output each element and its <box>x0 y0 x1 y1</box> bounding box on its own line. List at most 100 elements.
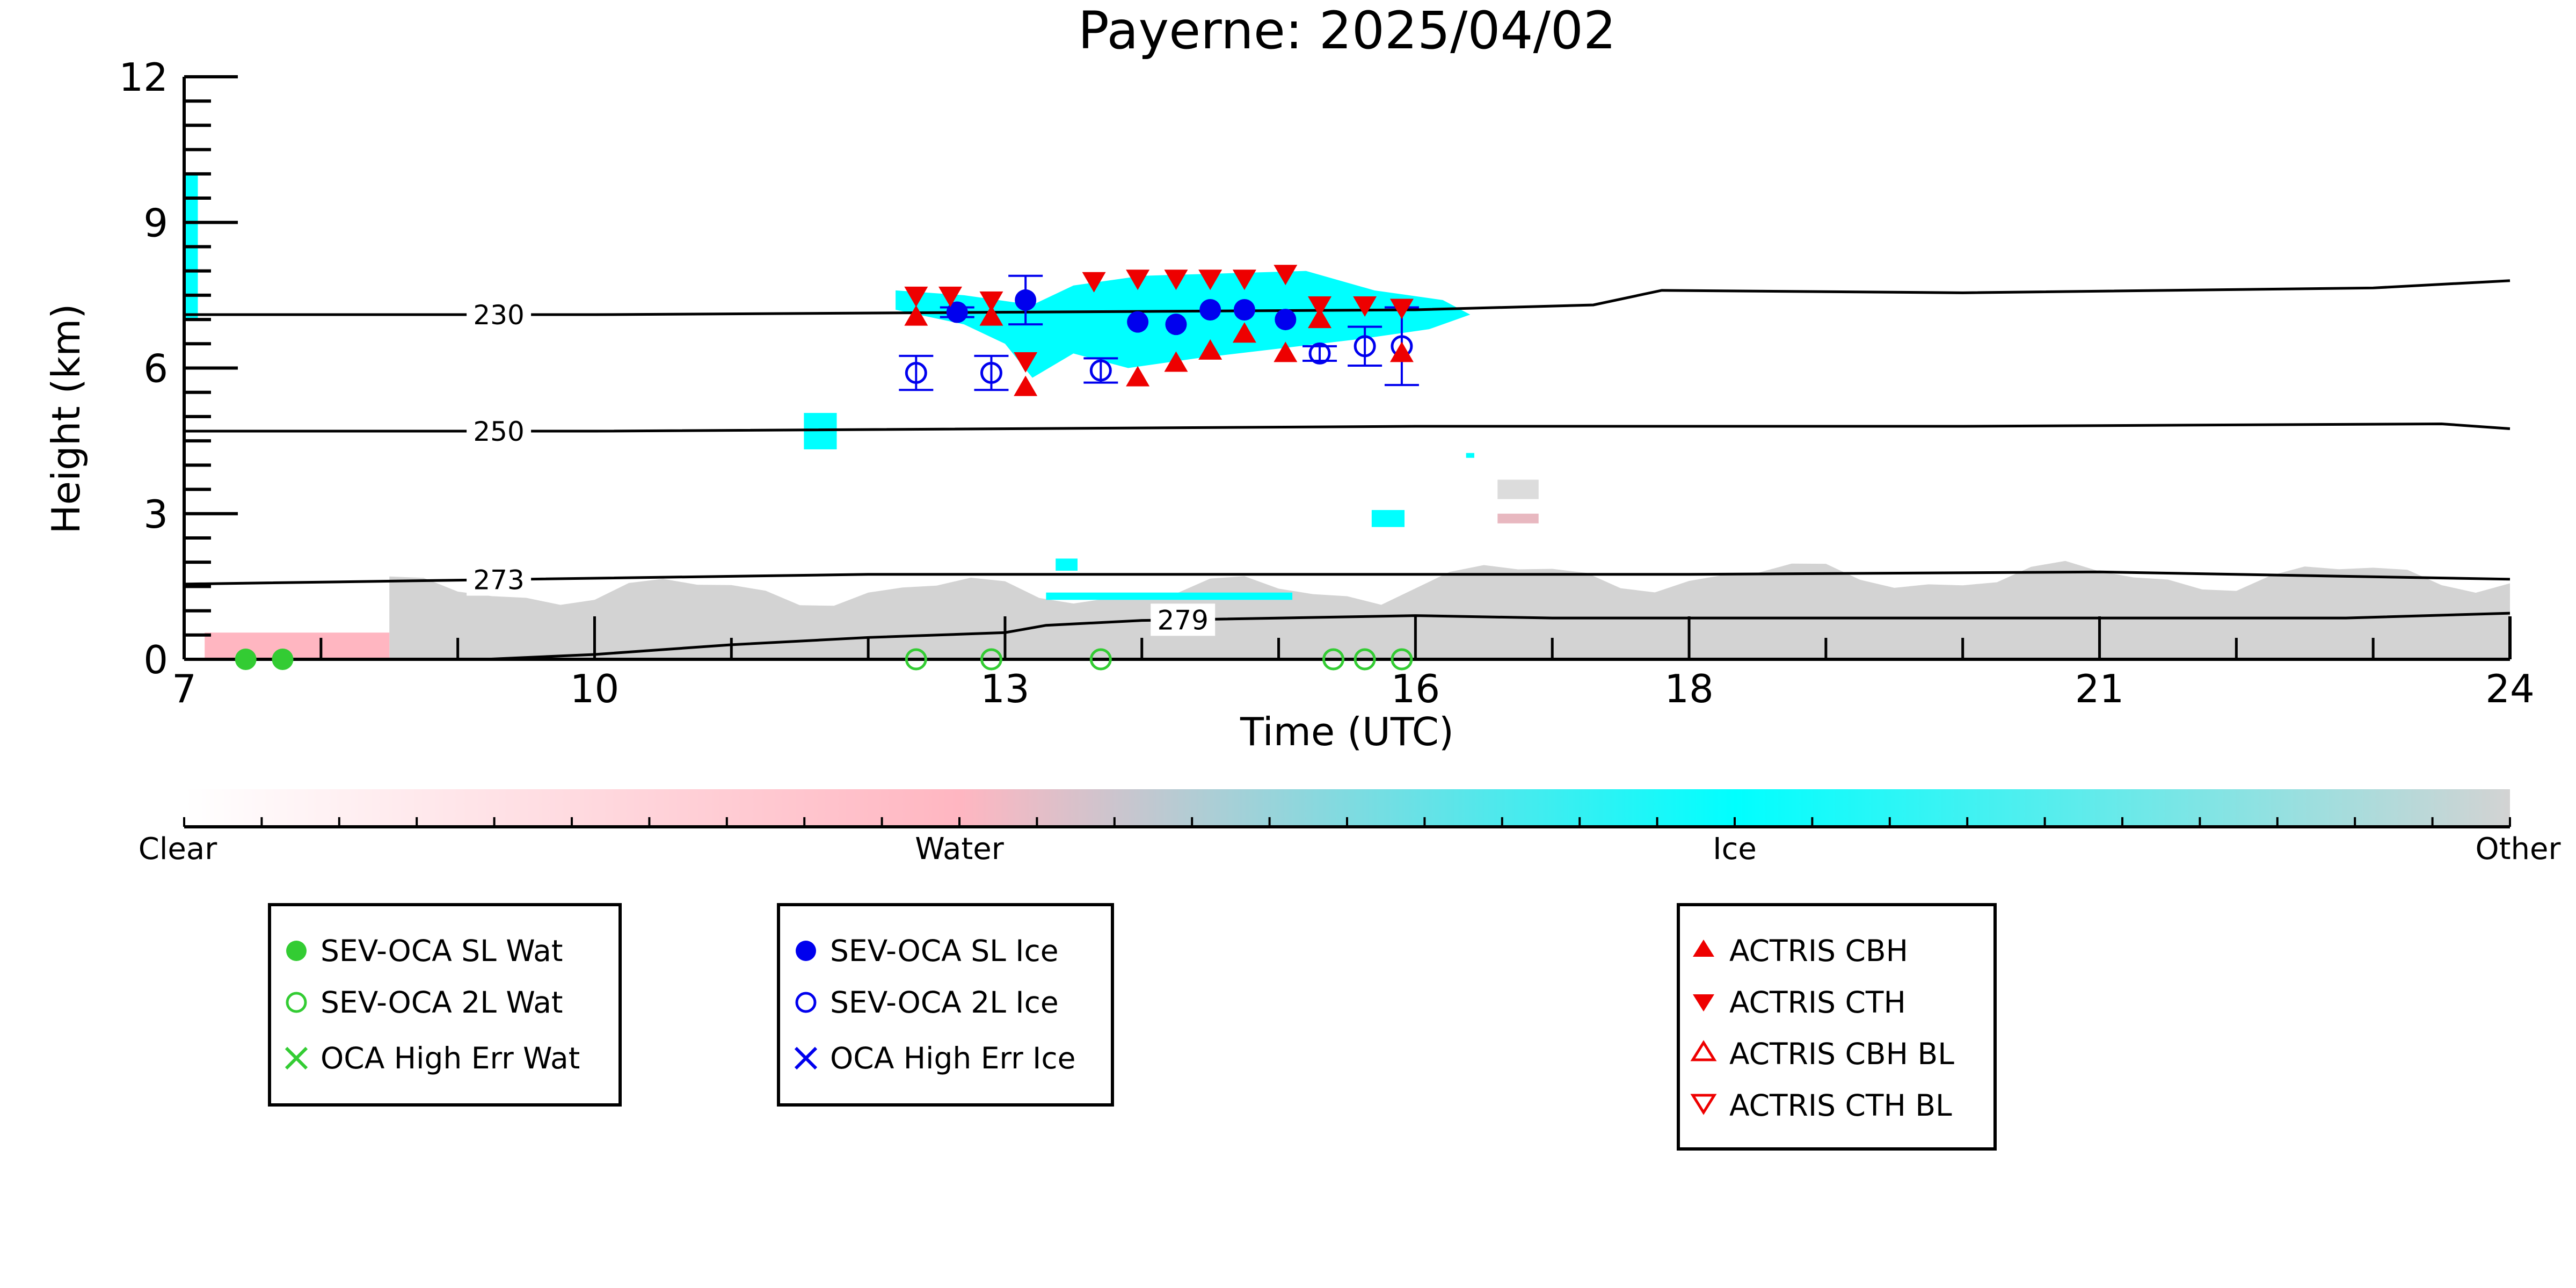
ice-patch <box>1466 453 1474 458</box>
legend-marker-actris-cth-bl <box>1690 1094 1717 1115</box>
colorbar-label-ice: Ice <box>1713 832 1757 867</box>
legend-marker-actris-cbh <box>1693 940 1714 957</box>
ice-patch <box>1056 558 1078 571</box>
legend-label-sev-oca-2l-wat: SEV-OCA 2L Wat <box>321 985 563 1020</box>
legend-label-actris-cth-bl: ACTRIS CTH BL <box>1729 1088 1952 1123</box>
marker-actris-cbh <box>1389 341 1414 362</box>
marker-sev-oca-2l-wat <box>1354 648 1376 671</box>
legend-ice: SEV-OCA SL Ice SEV-OCA 2L Ice OCA High E… <box>777 903 1114 1107</box>
y-tick-label: 0 <box>143 637 168 682</box>
chart-title: Payerne: 2025/04/02 <box>1078 1 1616 61</box>
marker-actris-cbh <box>1308 308 1332 329</box>
marker-sev-oca-2l-ice <box>1308 342 1331 365</box>
marker-actris-cbh <box>1164 351 1188 372</box>
legend-marker-actris-cbh-bl <box>1690 1040 1717 1061</box>
legend-marker-sev-oca-2l-wat <box>286 992 307 1013</box>
legend-marker-sev-oca-sl-ice <box>796 941 816 961</box>
water-cloud-layer <box>205 632 390 659</box>
marker-sev-oca-2l-ice <box>980 362 1002 384</box>
water-patch <box>1497 513 1539 523</box>
y-tick-label: 6 <box>143 346 168 391</box>
marker-sev-oca-2l-wat <box>1322 648 1345 671</box>
marker-sev-oca-sl-ice <box>1165 314 1187 336</box>
isotherm-label-bg <box>467 415 532 448</box>
colorbar-label-clear: Clear <box>139 832 217 867</box>
legend-label-actris-cbh: ACTRIS CBH <box>1729 934 1908 968</box>
isotherm-label-bg <box>1151 603 1216 636</box>
isotherm-label-bg <box>467 563 532 596</box>
marker-actris-cth <box>904 286 928 307</box>
y-axis-label: Height (km) <box>43 304 89 534</box>
isotherm-line-230 <box>184 279 2510 316</box>
legend-marker-actris-cth <box>1693 994 1714 1012</box>
marker-sev-oca-2l-wat <box>1391 648 1413 671</box>
marker-actris-cbh <box>1274 341 1298 362</box>
legend-water: SEV-OCA SL Wat SEV-OCA 2L Wat OCA High E… <box>268 903 622 1107</box>
isotherm-label-279: 279 <box>1157 605 1208 636</box>
marker-actris-cbh <box>1198 339 1222 360</box>
isotherm-label-250: 250 <box>473 416 524 447</box>
colorbar: Clear Water Ice Other <box>139 789 2561 867</box>
x-tick-label: 24 <box>2485 666 2535 711</box>
cloud-classification-mask <box>184 173 2510 659</box>
marker-sev-oca-sl-wat <box>272 649 294 670</box>
marker-actris-cth <box>1232 270 1256 290</box>
legend-marker-sev-oca-2l-ice <box>795 992 817 1013</box>
legend-label-oca-high-err-wat: OCA High Err Wat <box>321 1041 580 1075</box>
marker-sev-oca-2l-ice <box>1089 359 1112 382</box>
isotherm-label-bg <box>467 299 532 331</box>
marker-sev-oca-sl-ice <box>1015 289 1037 311</box>
legend-label-actris-cth: ACTRIS CTH <box>1729 985 1906 1020</box>
x-tick-label: 16 <box>1391 666 1440 711</box>
legend-label-sev-oca-sl-ice: SEV-OCA SL Ice <box>830 934 1059 968</box>
legend-label-actris-cbh-bl: ACTRIS CBH BL <box>1729 1037 1954 1071</box>
x-tick-label: 18 <box>1664 666 1714 711</box>
marker-sev-oca-2l-wat <box>905 648 927 671</box>
x-tick-label: 13 <box>980 666 1030 711</box>
x-tick-label: 21 <box>2075 666 2124 711</box>
legend-marker-oca-high-err-wat <box>285 1046 308 1070</box>
marker-sev-oca-2l-wat <box>1089 648 1112 671</box>
marker-actris-cbh <box>904 305 928 326</box>
isotherm-label-230: 230 <box>473 300 524 331</box>
isotherm-line-250 <box>184 422 2510 433</box>
legend-label-sev-oca-2l-ice: SEV-OCA 2L Ice <box>830 985 1059 1020</box>
marker-actris-cth <box>1353 296 1377 317</box>
marker-actris-cth <box>1164 270 1188 290</box>
y-tick-label: 3 <box>143 492 168 537</box>
marker-sev-oca-2l-ice <box>1354 335 1376 358</box>
legend-actris: ACTRIS CBH ACTRIS CTH ACTRIS CBH BL ACTR… <box>1677 903 1997 1151</box>
axes: 0 3 6 9 12 7 10 13 16 18 21 24 <box>119 55 2534 711</box>
legend-label-oca-high-err-ice: OCA High Err Ice <box>830 1041 1075 1075</box>
marker-actris-cth <box>1082 272 1106 293</box>
y-tick-label: 12 <box>119 55 168 100</box>
marker-sev-oca-sl-wat <box>235 649 257 670</box>
legend-label-sev-oca-sl-wat: SEV-OCA SL Wat <box>321 934 563 968</box>
other-patch <box>1497 479 1539 499</box>
marker-sev-oca-2l-wat <box>980 648 1002 671</box>
marker-actris-cbh <box>979 305 1003 326</box>
marker-sev-oca-sl-ice <box>1199 299 1221 321</box>
marker-actris-cth <box>938 286 963 307</box>
x-axis-label: Time (UTC) <box>1240 709 1454 754</box>
marker-actris-cbh <box>1126 366 1150 387</box>
marker-actris-cth <box>1274 265 1298 286</box>
marker-actris-cbh <box>1232 322 1256 343</box>
isotherm-label-273: 273 <box>473 565 524 596</box>
x-tick-label: 10 <box>570 666 620 711</box>
colorbar-label-water: Water <box>915 832 1005 867</box>
marker-sev-oca-sl-ice <box>1233 299 1255 321</box>
marker-actris-cth <box>1198 270 1222 290</box>
marker-actris-cth <box>1014 352 1038 373</box>
marker-sev-oca-sl-ice <box>1127 311 1149 333</box>
x-tick-label: 7 <box>172 666 197 711</box>
ice-patch <box>1046 592 1293 600</box>
y-tick-label: 9 <box>143 200 168 245</box>
marker-layer <box>235 265 1419 671</box>
legend-marker-sev-oca-sl-wat <box>286 941 307 961</box>
marker-actris-cth <box>1308 296 1332 317</box>
marker-actris-cth <box>1389 299 1414 319</box>
marker-sev-oca-2l-ice <box>905 362 927 384</box>
colorbar-label-other: Other <box>2475 832 2561 867</box>
